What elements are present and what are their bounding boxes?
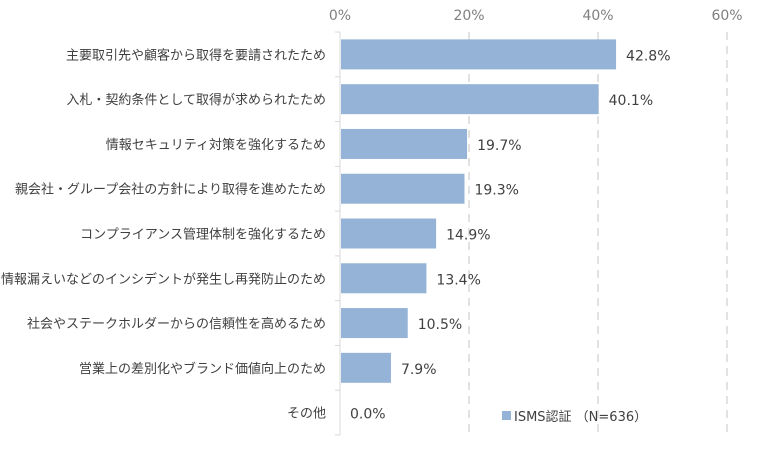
- data-label: 0.0%: [350, 407, 386, 423]
- category-label: 主要取引先や顧客から取得を要請されたため: [66, 47, 326, 63]
- x-tick-label: 60%: [711, 8, 742, 24]
- category-label: その他: [287, 407, 326, 422]
- bar: [341, 173, 465, 204]
- bar: [341, 84, 599, 115]
- category-label: 情報セキュリティ対策を強化するため: [106, 137, 326, 153]
- category-label: コンプライアンス管理体制を強化するため: [80, 228, 326, 243]
- bar: [341, 39, 617, 70]
- bar: [341, 128, 468, 159]
- legend-swatch: [502, 411, 511, 420]
- legend-label: ISMS認証 （N=636）: [514, 409, 647, 425]
- x-tick-label: 40%: [582, 8, 613, 24]
- bar: [341, 263, 427, 294]
- data-label: 42.8%: [626, 48, 670, 64]
- bar: [341, 218, 437, 249]
- category-label: 情報漏えいなどのインシデントが発生し再発防止のため: [1, 271, 326, 287]
- data-label: 19.3%: [474, 183, 518, 199]
- x-tick-label: 0%: [329, 8, 351, 24]
- category-label: 社会やステークホルダーからの信頼性を高めるため: [27, 316, 326, 332]
- data-label: 19.7%: [477, 138, 521, 154]
- data-label: 10.5%: [418, 317, 462, 333]
- category-label: 営業上の差別化やブランド価値向上のため: [79, 361, 326, 377]
- bar: [341, 352, 391, 383]
- bar: [341, 308, 408, 339]
- category-label: 親会社・グループ会社の方針により取得を進めたため: [15, 182, 326, 198]
- data-label: 40.1%: [609, 93, 653, 109]
- data-label: 7.9%: [401, 362, 437, 378]
- x-tick-label: 20%: [453, 8, 484, 24]
- data-label: 14.9%: [446, 228, 490, 244]
- data-label: 13.4%: [436, 272, 480, 288]
- category-label: 入札・契約条件として取得が求められたため: [66, 92, 326, 108]
